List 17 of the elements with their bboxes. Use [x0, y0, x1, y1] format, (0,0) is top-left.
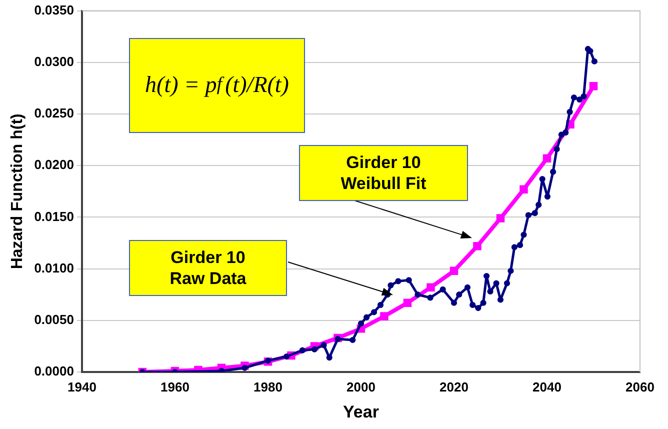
y-tick-label: 0.0100: [34, 260, 74, 276]
x-tick-label: 2000: [346, 379, 376, 394]
x-tick-label: 1960: [160, 379, 190, 394]
x-tick-label: 2020: [440, 379, 468, 394]
x-tick-label: 1940: [68, 379, 96, 394]
y-tick-label: 0.0150: [34, 208, 74, 224]
x-tick-label: 2060: [626, 379, 654, 394]
y-tick-label: 0.0200: [34, 157, 74, 172]
y-tick-label: 0.0350: [34, 2, 74, 18]
y-tick-label: 0.0000: [34, 364, 74, 379]
y-axis-title: Hazard Function h(t): [9, 114, 26, 270]
x-axis-title: Year: [343, 402, 380, 422]
y-tick-label: 0.0050: [34, 312, 74, 327]
y-tick-label: 0.0250: [34, 106, 74, 121]
x-tick-label: 2040: [532, 379, 562, 394]
y-tick-label: 0.0300: [34, 54, 74, 69]
x-tick-label: 1980: [254, 379, 282, 394]
